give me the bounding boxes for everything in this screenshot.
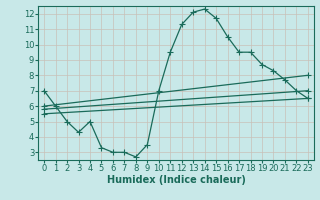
X-axis label: Humidex (Indice chaleur): Humidex (Indice chaleur) (107, 175, 245, 185)
